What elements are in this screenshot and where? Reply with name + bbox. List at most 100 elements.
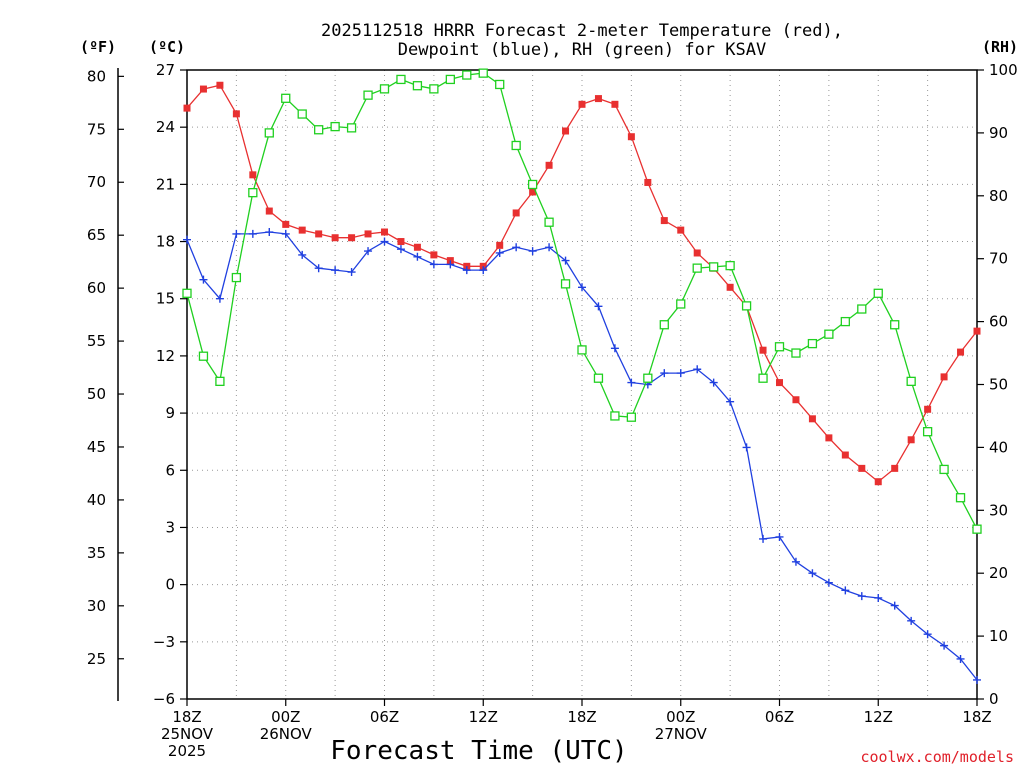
temperature-point (973, 327, 981, 335)
dewpoint-point (874, 593, 883, 602)
temperature-point (660, 217, 668, 225)
rh-point (709, 262, 719, 272)
rh-point (231, 272, 242, 283)
dewpoint-point (479, 266, 488, 275)
dewpoint-point (956, 654, 965, 663)
fahrenheit-unit-label: (ºF) (80, 38, 116, 56)
rh-tick-label: 90 (989, 124, 1008, 142)
rh-point (676, 299, 686, 309)
celsius-tick-label: −3 (153, 633, 175, 651)
celsius-tick-label: 15 (156, 290, 175, 308)
temperature-point (792, 396, 800, 404)
x-tick-label: 25NOV (161, 725, 214, 743)
credit-link[interactable]: coolwx.com/models (860, 748, 1014, 766)
dewpoint-point (281, 229, 290, 238)
celsius-tick-label: 12 (156, 347, 175, 365)
rh-point (527, 179, 538, 190)
fahrenheit-tick-label: 65 (87, 226, 106, 244)
x-tick-label: 2025 (168, 742, 206, 760)
rh-point (774, 342, 785, 352)
x-tick-label: 12Z (469, 708, 498, 726)
rh-point (890, 320, 900, 330)
temperature-point (331, 234, 339, 242)
x-tick-label: 06Z (765, 708, 794, 726)
dewpoint-point (808, 569, 817, 578)
temperature-point (562, 127, 570, 135)
x-tick-label: 26NOV (260, 725, 313, 743)
rh-point (857, 304, 867, 314)
temperature-point (512, 209, 520, 217)
fahrenheit-tick-label: 55 (87, 332, 106, 350)
temperature-point (940, 373, 948, 381)
x-tick-label: 18Z (567, 708, 596, 726)
temperature-point (265, 207, 273, 215)
rh-point (906, 376, 916, 387)
rh-point (445, 74, 455, 85)
chart-title-line-1: 2025112518 HRRR Forecast 2-meter Tempera… (321, 21, 843, 41)
dewpoint-point (429, 260, 438, 269)
rh-tick-label: 60 (989, 313, 1008, 331)
celsius-tick-label: 21 (156, 175, 175, 193)
rh-point (281, 93, 291, 103)
rh-point (626, 412, 637, 422)
rh-point (495, 79, 505, 90)
dewpoint-point (199, 275, 208, 284)
temperature-point (249, 171, 257, 179)
dewpoint-point (923, 630, 932, 639)
dewpoint-point (314, 264, 323, 273)
dewpoint-point (726, 397, 735, 406)
fahrenheit-tick-label: 75 (87, 120, 106, 138)
dewpoint-point (759, 534, 768, 543)
dewpoint-point (841, 586, 850, 595)
rh-point (511, 140, 521, 151)
temperature-point (841, 451, 849, 459)
rh-point (182, 288, 192, 298)
temperature-point (726, 283, 734, 291)
celsius-tick-label: 0 (165, 576, 175, 594)
temperature-point (808, 415, 816, 423)
celsius-tick-label: 6 (165, 461, 175, 479)
celsius-unit-label: (ºC) (149, 38, 185, 56)
dewpoint-point (512, 243, 521, 252)
rh-point (659, 320, 669, 330)
temperature-point (413, 243, 421, 251)
dewpoint-point (693, 365, 702, 374)
celsius-tick-label: −6 (153, 690, 175, 708)
fahrenheit-tick-label: 60 (87, 279, 106, 297)
celsius-tick-label: 24 (156, 118, 175, 136)
rh-tick-label: 40 (989, 438, 1008, 456)
dewpoint-point (973, 675, 981, 684)
rh-point (840, 316, 850, 327)
rh-point (330, 121, 340, 132)
temperature-point (282, 220, 290, 228)
dewpoint-point (824, 578, 833, 587)
rh-point (264, 128, 274, 138)
temperature-point (298, 226, 306, 234)
chart-grid (187, 70, 977, 699)
dewpoint-point (380, 237, 389, 246)
rh-point (725, 260, 735, 271)
temperature-point (496, 241, 504, 249)
dewpoint-point (791, 557, 800, 566)
rh-point (363, 90, 373, 100)
dewpoint-point (232, 229, 241, 238)
dewpoint-point (594, 302, 603, 311)
fahrenheit-tick-label: 50 (87, 385, 106, 403)
rh-point (758, 373, 768, 383)
dewpoint-point (676, 369, 685, 378)
temperature-point (891, 464, 899, 472)
temperature-point (578, 100, 586, 108)
plot-frame (186, 69, 978, 700)
rh-point (610, 411, 620, 421)
x-tick-label: 27NOV (655, 725, 708, 743)
rh-point (593, 373, 604, 383)
dewpoint-point (890, 601, 899, 610)
celsius-tick-label: 27 (156, 61, 175, 79)
rh-point (939, 464, 949, 475)
dewpoint-point (528, 247, 537, 256)
rh-point (297, 109, 307, 119)
temperature-point (825, 434, 833, 442)
x-tick-label: 06Z (370, 708, 399, 726)
temperature-point (874, 478, 882, 486)
temperature-point (199, 85, 207, 93)
